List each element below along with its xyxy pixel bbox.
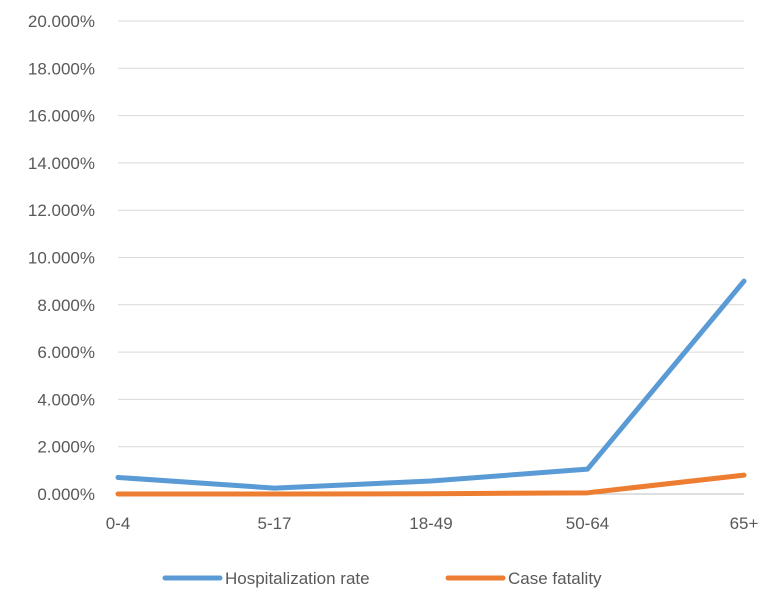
y-tick-label: 6.000% <box>37 343 95 362</box>
legend-label: Case fatality <box>508 569 602 588</box>
y-tick-label: 0.000% <box>37 485 95 504</box>
series-lines <box>115 278 747 497</box>
data-point <box>116 475 120 480</box>
data-point <box>272 492 277 496</box>
x-tick-label: 0-4 <box>106 514 131 533</box>
x-axis-ticks: 0-4 5-17 18-49 50-64 65+ <box>106 514 759 533</box>
y-tick-label: 4.000% <box>37 390 95 409</box>
x-tick-label: 65+ <box>730 514 759 533</box>
data-point <box>585 467 590 472</box>
data-point <box>742 473 746 478</box>
legend: Hospitalization rate Case fatality <box>162 569 602 588</box>
y-tick-label: 2.000% <box>37 438 95 457</box>
data-point <box>429 478 433 483</box>
y-tick-label: 16.000% <box>28 107 95 126</box>
gridlines <box>118 20 744 448</box>
data-point <box>116 492 120 496</box>
data-point <box>742 279 746 284</box>
y-tick-label: 18.000% <box>28 59 95 78</box>
y-tick-label: 20.000% <box>28 12 95 31</box>
y-tick-label: 14.000% <box>28 154 95 173</box>
x-tick-label: 18-49 <box>409 514 452 533</box>
y-tick-label: 10.000% <box>28 249 95 268</box>
data-point <box>272 486 277 491</box>
legend-label: Hospitalization rate <box>225 569 370 588</box>
series-line-hospitalization-rate <box>115 278 747 491</box>
y-tick-label: 12.000% <box>28 201 95 220</box>
data-point <box>585 490 590 495</box>
y-axis-ticks: 0.000% 2.000% 4.000% 6.000% 8.000% 10.000% 12.… <box>28 12 95 504</box>
data-point <box>429 491 433 496</box>
x-tick-label: 50-64 <box>566 514 609 533</box>
x-tick-label: 5-17 <box>257 514 291 533</box>
y-tick-label: 8.000% <box>37 296 95 315</box>
